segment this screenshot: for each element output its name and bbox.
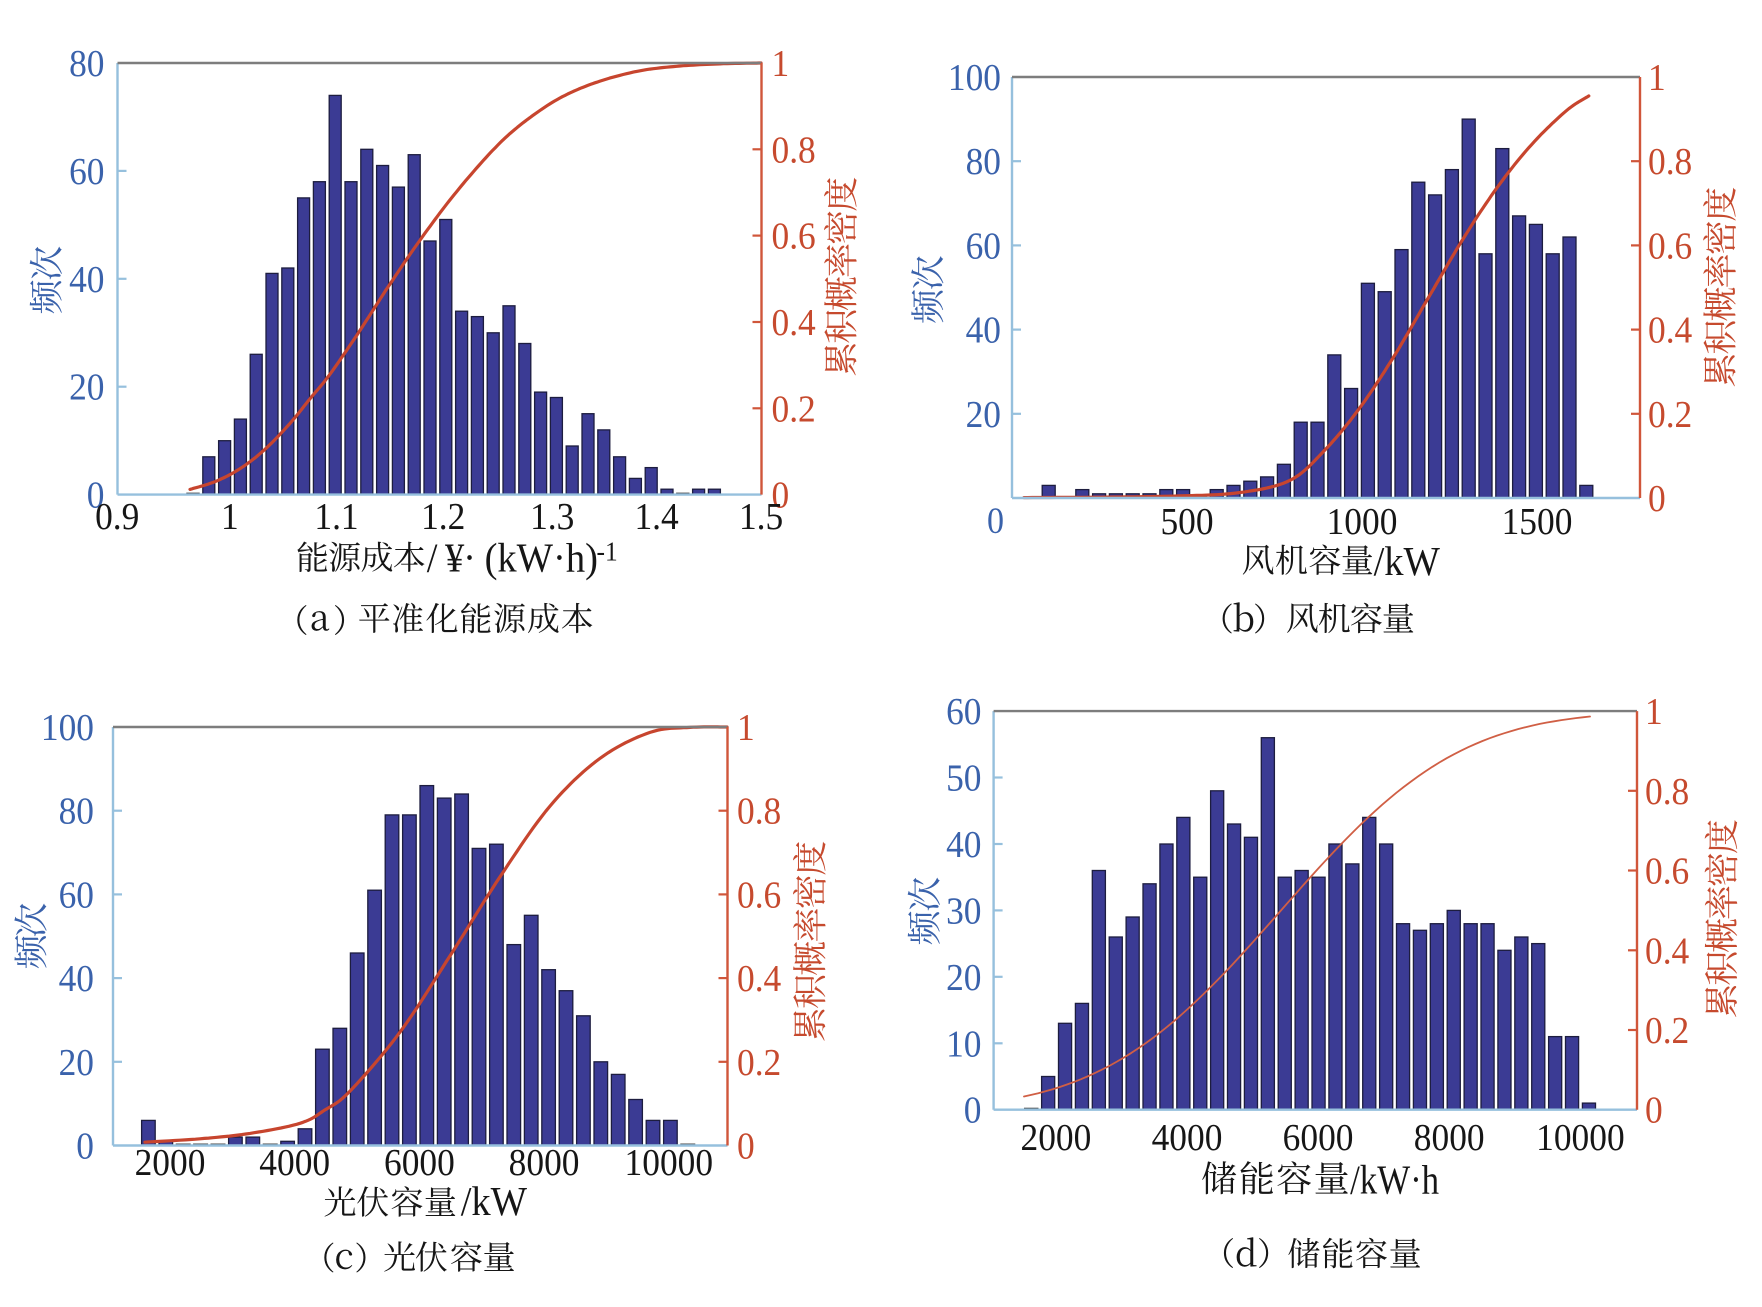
svg-text:40: 40 — [59, 958, 94, 1001]
svg-text:1.5: 1.5 — [739, 496, 783, 539]
svg-text:0.6: 0.6 — [1648, 225, 1692, 268]
svg-text:40: 40 — [69, 258, 104, 301]
svg-text:10: 10 — [946, 1023, 981, 1066]
svg-text:6000: 6000 — [1283, 1117, 1354, 1160]
svg-text:0.8: 0.8 — [1648, 141, 1692, 184]
svg-text:(kW·h): (kW·h) — [485, 535, 598, 580]
svg-text:4000: 4000 — [1152, 1117, 1223, 1160]
svg-text:0.8: 0.8 — [772, 129, 816, 172]
svg-text:0.2: 0.2 — [1648, 393, 1692, 436]
svg-text:0.6: 0.6 — [737, 874, 781, 917]
svg-text:/kW: /kW — [1374, 539, 1441, 584]
svg-text:/kW·h: /kW·h — [1350, 1158, 1439, 1203]
svg-text:0.8: 0.8 — [737, 790, 781, 833]
svg-text:1500: 1500 — [1502, 501, 1573, 544]
svg-text:1.4: 1.4 — [634, 496, 678, 539]
svg-text:60: 60 — [59, 874, 94, 917]
svg-text:8000: 8000 — [1414, 1117, 1485, 1160]
svg-text:10000: 10000 — [1536, 1117, 1625, 1160]
svg-text:100: 100 — [948, 57, 1001, 100]
svg-text:80: 80 — [69, 43, 104, 86]
svg-text:0.9: 0.9 — [95, 496, 139, 539]
svg-text:6000: 6000 — [384, 1142, 455, 1185]
svg-text:0: 0 — [1648, 478, 1666, 521]
svg-text:0.4: 0.4 — [1648, 309, 1692, 352]
svg-text:1.2: 1.2 — [421, 496, 465, 539]
svg-text:1: 1 — [772, 43, 790, 86]
svg-text:40: 40 — [966, 309, 1001, 352]
svg-text:20: 20 — [966, 393, 1001, 436]
svg-text:40: 40 — [946, 824, 981, 867]
svg-text:0: 0 — [964, 1089, 982, 1132]
svg-text:20: 20 — [59, 1041, 94, 1084]
svg-text:1: 1 — [737, 707, 755, 750]
svg-text:1.1: 1.1 — [314, 496, 358, 539]
svg-text:0: 0 — [737, 1125, 755, 1168]
svg-text:1: 1 — [1648, 57, 1666, 100]
svg-text:2000: 2000 — [135, 1142, 206, 1185]
svg-text:1000: 1000 — [1327, 501, 1398, 544]
svg-text:2000: 2000 — [1020, 1117, 1091, 1160]
svg-text:60: 60 — [966, 225, 1001, 268]
svg-text:1: 1 — [221, 496, 239, 539]
svg-text:500: 500 — [1160, 501, 1213, 544]
svg-text:1: 1 — [1645, 691, 1663, 734]
svg-text:60: 60 — [69, 151, 104, 194]
svg-text:20: 20 — [946, 956, 981, 999]
svg-text:¥: ¥ — [445, 535, 464, 580]
svg-text:0.6: 0.6 — [772, 215, 816, 258]
svg-text:100: 100 — [41, 707, 94, 750]
svg-text:0.2: 0.2 — [737, 1041, 781, 1084]
svg-text:0.2: 0.2 — [1645, 1010, 1689, 1053]
svg-text:/: / — [427, 535, 439, 580]
svg-text:8000: 8000 — [509, 1142, 580, 1185]
svg-text:0.6: 0.6 — [1645, 850, 1689, 893]
svg-text:0: 0 — [87, 474, 105, 517]
svg-text:0.4: 0.4 — [772, 302, 816, 345]
svg-text:1.3: 1.3 — [530, 496, 574, 539]
svg-text:0: 0 — [76, 1125, 94, 1168]
svg-text:80: 80 — [59, 790, 94, 833]
svg-text:0.4: 0.4 — [737, 958, 781, 1001]
svg-text:·: · — [463, 535, 476, 580]
svg-text:50: 50 — [946, 757, 981, 800]
svg-text:30: 30 — [946, 890, 981, 933]
svg-text:4000: 4000 — [259, 1142, 330, 1185]
svg-text:0: 0 — [987, 500, 1004, 542]
svg-text:0.2: 0.2 — [772, 388, 816, 431]
svg-text:20: 20 — [69, 366, 104, 409]
svg-text:80: 80 — [966, 141, 1001, 184]
svg-text:-1: -1 — [597, 537, 618, 567]
svg-text:0.8: 0.8 — [1645, 770, 1689, 813]
svg-text:0.4: 0.4 — [1645, 930, 1689, 973]
svg-text:0: 0 — [772, 474, 790, 517]
svg-text:60: 60 — [946, 691, 981, 734]
svg-text:/kW: /kW — [461, 1179, 528, 1224]
svg-text:0: 0 — [1645, 1089, 1663, 1132]
svg-text:10000: 10000 — [625, 1142, 714, 1185]
